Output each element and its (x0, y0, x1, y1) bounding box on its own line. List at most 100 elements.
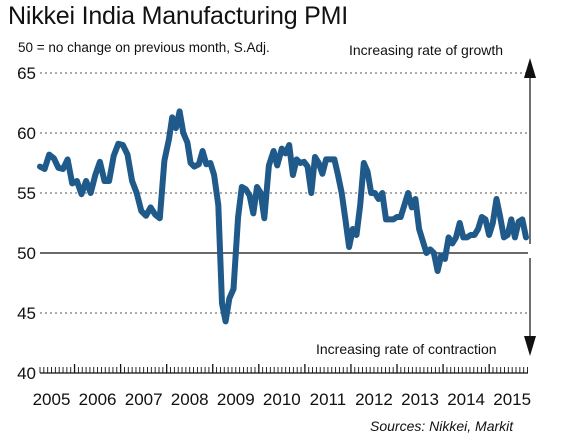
data-point (80, 192, 83, 196)
data-point (340, 191, 344, 195)
data-point (248, 193, 252, 197)
data-point (450, 241, 454, 245)
data-point (201, 149, 205, 153)
x-tick-label: 2006 (79, 390, 117, 409)
data-point (116, 142, 120, 146)
data-point (380, 191, 384, 195)
x-tick-label: 2008 (171, 390, 209, 409)
data-point (495, 197, 498, 201)
y-tick-label: 45 (17, 304, 36, 323)
data-point (107, 179, 111, 183)
data-point (377, 197, 381, 201)
data-point (436, 269, 440, 273)
data-point (224, 319, 228, 323)
data-point (149, 205, 153, 209)
x-tick-label: 2013 (401, 390, 439, 409)
chart-subtitle: 50 = no change on previous month, S.Adj. (18, 40, 270, 55)
data-point (472, 233, 476, 237)
data-point (309, 191, 313, 195)
data-point (421, 239, 425, 243)
data-point (347, 245, 351, 249)
data-point (410, 205, 414, 209)
data-point (185, 141, 189, 145)
x-tick-label: 2007 (125, 390, 163, 409)
data-point (275, 163, 279, 167)
data-point (502, 235, 506, 239)
data-point (291, 173, 295, 177)
data-point (280, 147, 284, 151)
chart-title: Nikkei India Manufacturing PMI (8, 2, 348, 30)
data-point (121, 143, 125, 147)
data-point (43, 167, 47, 171)
data-point (343, 217, 347, 221)
data-point (255, 185, 259, 189)
data-point (284, 151, 287, 155)
data-point (267, 163, 271, 167)
data-point (89, 191, 93, 195)
data-point (212, 173, 216, 177)
growth-arrow-head (524, 58, 536, 78)
y-tick-label: 65 (17, 64, 36, 83)
contraction-arrow-head (524, 336, 536, 356)
data-point (135, 191, 139, 195)
data-point (302, 160, 306, 164)
data-point (458, 221, 462, 225)
data-point (112, 154, 116, 158)
data-point (506, 233, 510, 237)
data-point (465, 235, 469, 239)
data-point (192, 165, 196, 169)
contraction-annotation: Increasing rate of contraction (316, 341, 497, 357)
data-point (262, 216, 266, 220)
data-point (204, 162, 208, 166)
data-point (329, 157, 333, 161)
x-tick-label: 2015 (493, 390, 531, 409)
data-point (395, 215, 399, 219)
data-point (178, 109, 182, 113)
data-point (469, 233, 473, 237)
data-point (153, 213, 157, 217)
data-point (487, 233, 491, 237)
data-point (272, 149, 276, 153)
data-point (432, 251, 436, 255)
data-point (70, 181, 74, 185)
data-point (366, 169, 369, 173)
data-point (251, 211, 255, 215)
data-point (174, 126, 178, 130)
data-point (313, 155, 317, 159)
data-point (56, 166, 60, 170)
data-point (417, 227, 421, 231)
data-point (162, 159, 166, 163)
data-point (158, 216, 162, 220)
data-point (103, 179, 106, 183)
data-point (498, 215, 502, 219)
data-point (130, 179, 134, 183)
data-point (197, 162, 201, 166)
data-point (476, 227, 480, 231)
data-point (216, 203, 220, 207)
data-point (75, 179, 79, 183)
direction-arrows (524, 58, 536, 356)
data-point (144, 214, 148, 218)
data-point (461, 235, 465, 239)
y-tick-label: 60 (17, 124, 36, 143)
data-point (189, 161, 193, 165)
data-point (425, 251, 428, 255)
data-point (388, 217, 392, 221)
data-point (38, 165, 42, 169)
data-point (443, 257, 447, 261)
data-point (287, 143, 291, 147)
data-point (355, 233, 358, 237)
y-tick-label: 55 (17, 184, 36, 203)
data-point (524, 235, 528, 239)
data-point (454, 235, 458, 239)
data-point (66, 157, 70, 161)
data-point (406, 191, 410, 195)
y-axis-labels: 65 60 55 50 45 40 (17, 64, 36, 383)
data-point (298, 161, 302, 165)
data-point (240, 185, 244, 189)
x-tick-label: 2011 (310, 390, 347, 409)
data-point (98, 160, 102, 164)
data-point (259, 191, 263, 195)
data-point (362, 161, 366, 165)
data-point (244, 187, 248, 191)
